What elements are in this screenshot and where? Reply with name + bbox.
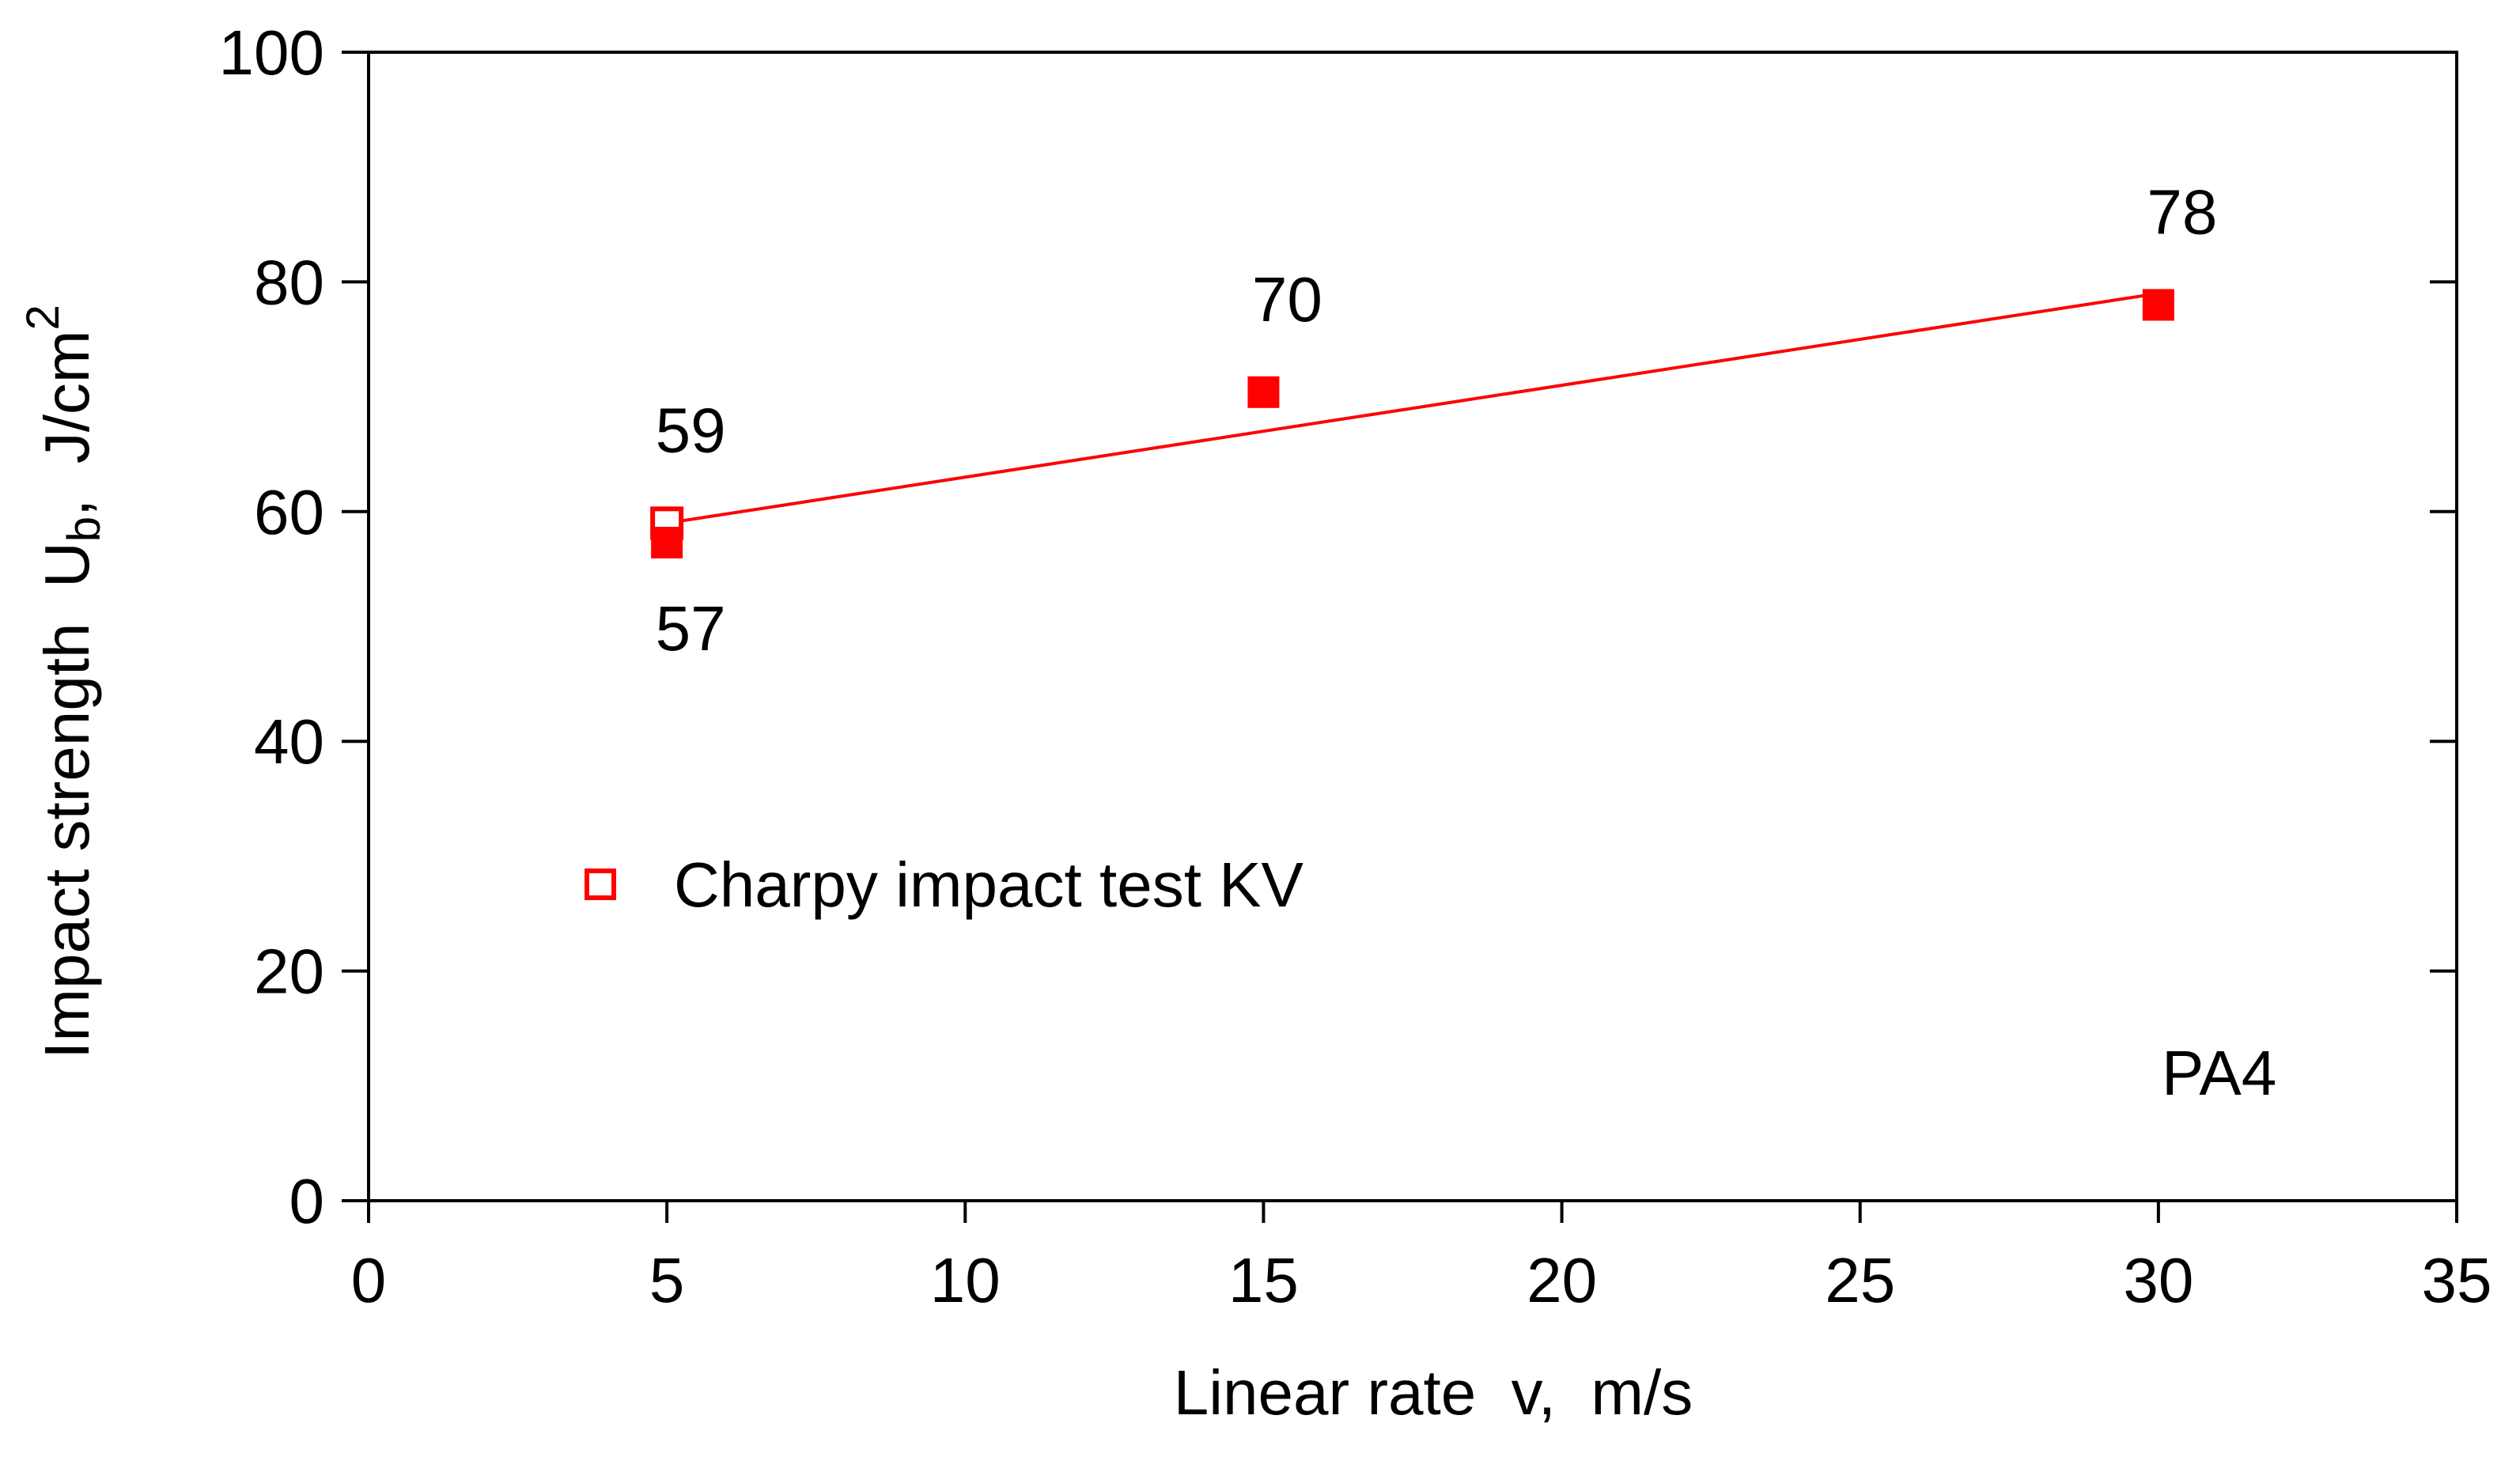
y-tick-label: 20 [254,937,324,1007]
y-axis: 0 20 40 60 80 100 [219,17,2457,1236]
data-label: 57 [656,593,726,664]
y-tick-label: 100 [219,17,324,88]
trendline [666,291,2159,525]
y-axis-title: Impact strength Ub, J/cm2 [17,305,110,1059]
trendline-group [666,291,2159,525]
y-tick-label: 0 [289,1166,325,1236]
x-tick-label: 5 [649,1245,685,1315]
x-tick-label: 0 [351,1245,387,1315]
plot-frame [367,51,2458,1202]
data-label: 70 [1252,264,1322,335]
data-points [650,289,2174,559]
data-labels: 59 57 70 78 [656,176,2218,664]
y-tick-label: 80 [254,247,324,317]
x-tick-label: 15 [1228,1245,1299,1315]
x-tick-label: 35 [2422,1245,2492,1315]
x-tick-label: 25 [1825,1245,1895,1315]
data-point-filled-square [2142,289,2174,321]
y-axis-title-subscript: b [59,517,110,542]
x-axis: 0 5 10 15 20 25 30 35 [351,1201,2492,1315]
x-tick-label: 30 [2123,1245,2193,1315]
plot-area-border [367,51,2458,1202]
data-point-filled-square [651,527,683,559]
legend-marker-open-square [585,869,616,900]
data-label: 78 [2147,176,2217,247]
legend-label: Charpy impact test KV [674,850,1304,920]
y-tick-label: 40 [254,706,324,777]
pa4-annotation: PA4 [2162,1038,2276,1108]
x-tick-label: 10 [930,1245,1001,1315]
data-point-filled-square [1247,376,1280,408]
data-label: 59 [656,395,726,465]
y-axis-title-main: Impact strength U [32,542,102,1059]
legend: Charpy impact test KV [585,850,1304,920]
x-tick-label: 20 [1527,1245,1597,1315]
y-axis-title-superscript: 2 [17,305,69,330]
x-axis-title: Linear rate v, m/s [1174,1357,1693,1428]
y-tick-label: 60 [254,477,324,547]
y-axis-title-unit: , J/cm [32,330,102,517]
